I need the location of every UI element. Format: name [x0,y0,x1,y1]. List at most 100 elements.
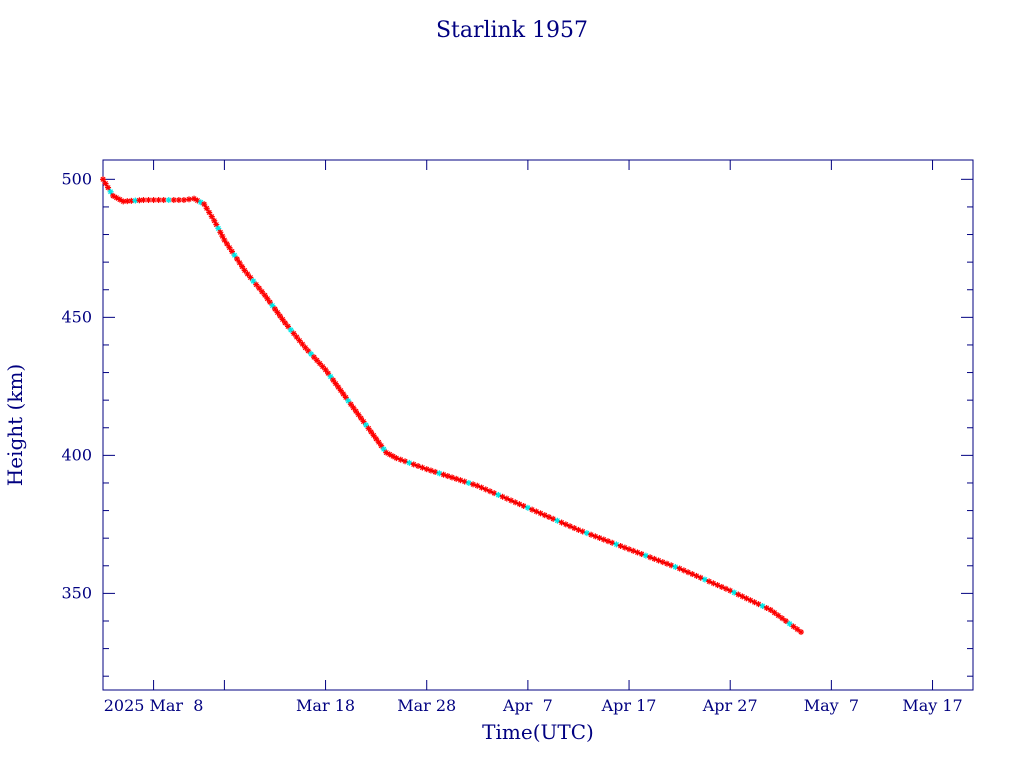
data-point [274,309,281,316]
data-point [266,299,273,306]
data-point [600,536,607,543]
x-tick-label: Apr 27 [702,696,758,715]
data-point [180,197,187,204]
data-point [155,197,162,204]
data-point [105,184,112,191]
data-point [771,609,778,616]
data-point [269,302,276,309]
data-point [609,539,616,546]
x-axis [153,160,934,690]
data-point [234,256,241,263]
data-point [250,278,257,285]
data-point [208,213,215,220]
x-tick-label: 2025 Mar 8 [104,696,204,715]
data-point [279,316,286,323]
y-tick-label: 400 [61,445,92,464]
data-point [350,404,357,411]
data-point [357,415,364,422]
data-point [345,397,352,404]
data-point [322,366,329,373]
data-point [775,612,782,619]
series-line [102,179,802,633]
series-markers [100,176,805,636]
chart-title: Starlink 1957 [436,18,588,43]
data-point [747,597,754,604]
data-point [239,263,246,270]
data-point [325,370,332,377]
data-point [340,390,347,397]
y-tick-label: 500 [61,169,92,188]
data-point [271,306,278,313]
data-point [562,521,569,528]
data-point [150,197,157,204]
data-point [499,493,506,500]
data-point [282,319,289,326]
x-axis-label: Time(UTC) [482,720,594,744]
data-point [102,180,109,187]
data-point [798,629,805,636]
data-point [244,270,251,277]
plot-frame [102,159,974,691]
data-point [330,377,337,384]
y-tick-label: 450 [61,307,92,326]
data-point [786,620,793,627]
data-point [231,252,238,259]
data-point [337,387,344,394]
data-point [355,411,362,418]
data-point [360,418,367,425]
data-point [290,330,297,337]
data-point [160,197,167,204]
data-point [221,237,228,244]
data-point [170,197,177,204]
data-point [261,292,268,299]
data-point [327,373,334,380]
data-point [342,394,349,401]
data-point [375,439,382,446]
data-point [352,408,359,415]
data-point [145,197,152,204]
x-tick-label: May 17 [902,696,962,715]
x-tick-labels: 2025 Mar 8 Mar 18 Mar 28 Apr 7 Apr 17 Apr 27 M… [104,696,963,715]
data-point [201,201,208,208]
data-point [380,446,387,453]
data-point [277,312,284,319]
data-point [136,197,143,204]
data-point [373,435,380,442]
x-tick-label: Apr 7 [502,696,553,715]
data-point [767,606,774,613]
data-point [226,244,233,251]
data-point [264,295,271,302]
data-point [175,197,182,204]
y-axis-label: Height (km) [3,364,27,486]
data-point [368,428,375,435]
data-point [165,197,172,204]
data-point [236,259,243,266]
x-tick-label: Apr 17 [601,696,657,715]
data-point [779,615,786,622]
data-point [790,623,797,630]
y-tick-labels: 500 450 400 350 [61,169,92,602]
data-point [332,380,339,387]
data-point [293,334,300,341]
x-tick-label: May 7 [804,696,859,715]
data-point [370,432,377,439]
data-point [228,248,235,255]
data-point [378,442,385,449]
data-point [316,360,323,367]
data-point [107,188,114,195]
data-point [794,626,801,633]
data-point [185,196,192,203]
data-point [223,240,230,247]
data-point [782,617,789,624]
data-point [206,209,213,216]
data-point [697,574,704,581]
data-point [241,267,248,274]
data-point [203,205,210,212]
data-point [313,357,320,364]
data-point [100,176,106,183]
y-axis [103,178,973,677]
y-tick-label: 350 [61,583,92,602]
data-point [347,401,354,408]
data-point [140,197,147,204]
